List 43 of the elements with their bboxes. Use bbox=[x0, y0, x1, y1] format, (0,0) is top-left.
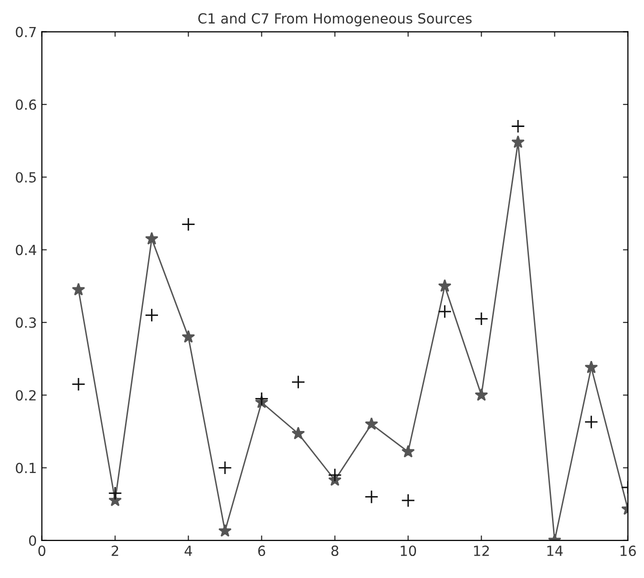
point bbox=[254, 392, 269, 406]
point bbox=[108, 486, 122, 500]
point bbox=[328, 468, 342, 482]
x-tick-label: 14 bbox=[547, 546, 563, 556]
y-tick-label: 0 bbox=[29, 535, 36, 546]
point bbox=[292, 426, 305, 440]
x-tick-label: 12 bbox=[474, 546, 489, 556]
point bbox=[291, 375, 306, 389]
point bbox=[401, 444, 415, 458]
point bbox=[438, 304, 452, 318]
point bbox=[511, 135, 525, 148]
y-tick-label: 0.5 bbox=[16, 172, 36, 183]
point bbox=[584, 415, 598, 429]
y-tick-label: 0.1 bbox=[16, 462, 36, 474]
x-tick-label: 8 bbox=[331, 546, 338, 556]
point bbox=[584, 360, 598, 374]
x-tick-label: 2 bbox=[112, 546, 118, 556]
y-tick-label: 0.6 bbox=[16, 99, 36, 110]
point bbox=[511, 119, 525, 134]
point bbox=[181, 217, 196, 232]
point bbox=[218, 524, 232, 537]
point bbox=[474, 312, 488, 326]
y-tick-label: 0.3 bbox=[16, 317, 36, 328]
point bbox=[144, 308, 159, 322]
x-tick-label: 6 bbox=[258, 546, 266, 556]
point bbox=[72, 282, 86, 296]
x-tick-label: 0 bbox=[38, 546, 46, 556]
y-tick-label: 0.4 bbox=[16, 244, 36, 256]
x-tick-label: 4 bbox=[184, 546, 192, 556]
y-tick-label: 0.2 bbox=[16, 390, 36, 401]
x-tick-label: 16 bbox=[620, 546, 636, 556]
x-tick-label: 10 bbox=[400, 546, 416, 556]
point bbox=[474, 388, 488, 401]
point bbox=[364, 490, 378, 504]
y-tick-label: 0.7 bbox=[16, 26, 36, 38]
chart-title: C1 and C7 From Homogeneous Sources bbox=[198, 12, 472, 26]
point bbox=[145, 232, 158, 245]
point bbox=[182, 330, 196, 343]
point bbox=[72, 377, 86, 392]
point bbox=[364, 417, 378, 430]
point bbox=[401, 494, 416, 508]
point bbox=[218, 460, 232, 475]
point bbox=[438, 279, 452, 292]
